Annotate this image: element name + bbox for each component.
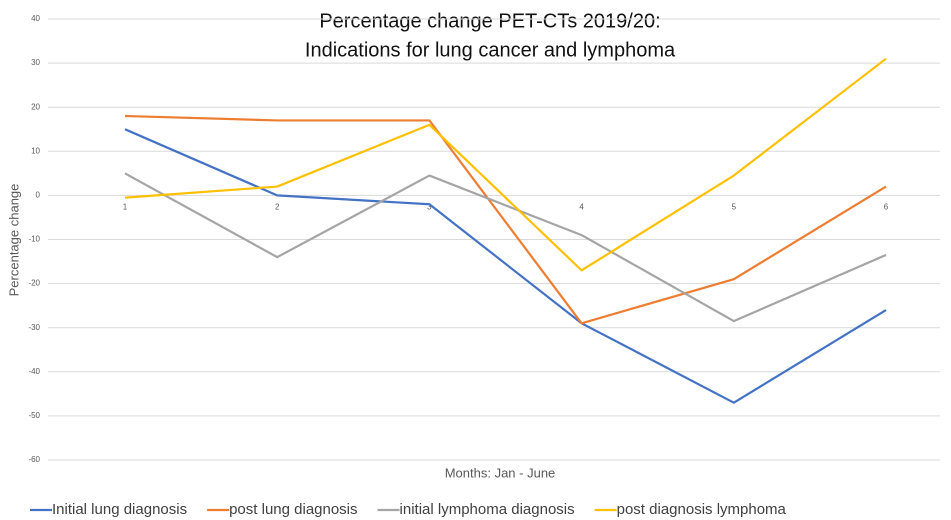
y-tick-label: 30 — [31, 58, 40, 67]
x-tick-label: 5 — [732, 203, 737, 212]
y-tick-label: 10 — [31, 146, 40, 155]
legend-label: initial lymphoma diagnosis — [400, 501, 575, 518]
x-axis-title: Months: Jan - June — [445, 465, 556, 480]
series-line — [124, 114, 887, 325]
y-axis-title: Percentage change — [6, 184, 21, 297]
chart-title: Percentage change PET-CTs 2019/20: — [319, 10, 660, 32]
legend-label: Initial lung diagnosis — [52, 501, 187, 518]
series-line — [124, 57, 887, 272]
y-tick-label: -30 — [28, 323, 40, 332]
y-tick-label: 0 — [36, 191, 41, 200]
x-tick-label: 4 — [579, 203, 584, 212]
x-tick-label: 1 — [123, 203, 128, 212]
legend-label: post diagnosis lymphoma — [617, 501, 787, 518]
y-tick-label: -20 — [28, 279, 40, 288]
x-tick-label: 3 — [427, 203, 432, 212]
chart-title: Indications for lung cancer and lymphoma — [305, 39, 676, 61]
series-line — [124, 128, 887, 404]
y-tick-label: 40 — [31, 14, 40, 23]
y-tick-label: -10 — [28, 235, 40, 244]
legend-label: post lung diagnosis — [229, 501, 357, 518]
y-tick-label: -60 — [28, 455, 40, 464]
y-tick-label: -50 — [28, 411, 40, 420]
x-tick-label: 6 — [884, 203, 889, 212]
y-tick-label: -40 — [28, 367, 40, 376]
series-line — [124, 172, 887, 323]
x-tick-label: 2 — [275, 203, 280, 212]
y-tick-label: 20 — [31, 102, 40, 111]
